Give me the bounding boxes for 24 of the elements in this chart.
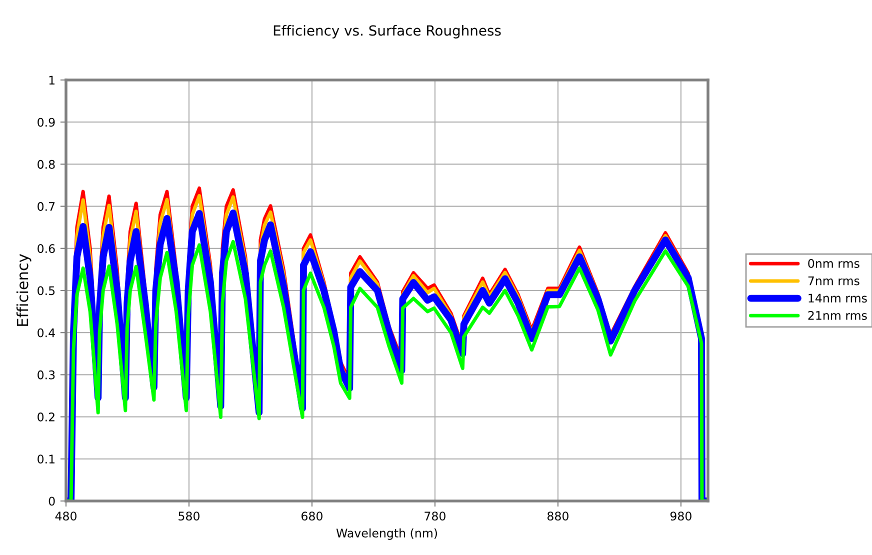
x-tick-label: 980 — [670, 512, 692, 521]
y-tick-label: 0.7 — [38, 202, 55, 211]
y-axis-title: Efficiency — [16, 254, 32, 326]
y-tick-label: 0.3 — [38, 370, 55, 380]
x-tick-label: 580 — [178, 512, 200, 521]
y-tick-label: 0.1 — [38, 454, 54, 464]
x-tick-label: 680 — [302, 512, 322, 521]
legend-label: 7nm rms — [808, 276, 860, 286]
y-tick-label: 0.4 — [38, 328, 55, 338]
y-tick-label: 0.5 — [38, 286, 55, 296]
legend-label: 21nm rms — [808, 310, 867, 320]
chart-title: Efficiency vs. Surface Roughness — [274, 25, 501, 38]
x-axis-title: Wavelength (nm) — [336, 528, 437, 540]
y-tick-label: 0 — [48, 496, 55, 506]
legend-label: 0nm rms — [808, 259, 860, 268]
y-tick-label: 0.6 — [38, 244, 55, 254]
y-tick-label: 1 — [49, 76, 54, 84]
y-tick-label: 0.2 — [38, 412, 54, 422]
x-tick-label: 780 — [424, 512, 446, 521]
y-tick-label: 0.8 — [38, 160, 55, 169]
x-tick-label: 480 — [55, 512, 76, 521]
x-tick-label: 880 — [547, 512, 568, 521]
legend-label: 14nm rms — [808, 294, 867, 303]
y-tick-label: 0.9 — [38, 118, 55, 127]
